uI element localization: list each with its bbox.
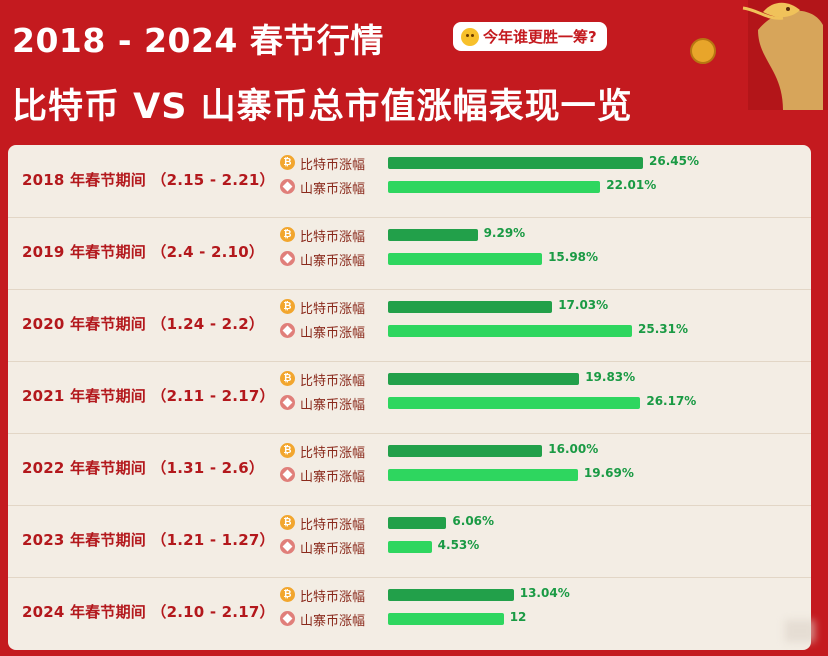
bar [388,469,578,481]
data-label: 19.69% [583,466,634,480]
bitcoin-icon: ₿ [280,299,295,314]
data-label: 6.06% [452,514,495,528]
bar [388,181,601,193]
chart-row: 2019 年春节期间 （2.4 - 2.10） ₿ 比特币涨幅 9.29% 山寨币涨幅 1… [8,217,811,290]
question-badge: 今年谁更胜一筹? [453,22,607,51]
series-row: ₿ 比特币涨幅 17.03% [278,297,798,317]
series-name: 比特币涨幅 [300,374,366,389]
chart-card: 2018 年春节期间 （2.15 - 2.21） ₿ 比特币涨幅 26.45% 山寨币涨… [8,145,811,650]
altcoin-icon [280,395,295,410]
series-row: 山寨币涨幅 19.69% [278,465,798,485]
category-label: 2020 年春节期间 （1.24 - 2.2） [22,315,265,333]
altcoin-icon [280,539,295,554]
series-row: 山寨币涨幅 26.17% [278,393,798,413]
series-row: 山寨币涨幅 12 [278,609,798,629]
bar [388,397,641,409]
altcoin-icon [280,179,295,194]
series-name: 山寨币涨幅 [300,326,366,341]
data-label: 9.29% [483,226,526,240]
bitcoin-icon: ₿ [280,515,295,530]
bar [388,253,543,265]
data-label: 16.00% [548,442,599,456]
altcoin-icon [280,611,295,626]
snake-decoration-icon [742,0,828,110]
chart-row: 2020 年春节期间 （1.24 - 2.2） ₿ 比特币涨幅 17.03% 山寨币涨幅… [8,289,811,362]
bar [388,589,514,601]
thinking-face-icon [461,27,479,46]
series-name: 比特币涨幅 [300,158,366,173]
header: 2018 - 2024 春节行情 今年谁更胜一筹? 比特币 VS 山寨币总市值涨… [0,0,828,145]
series-row: ₿ 比特币涨幅 13.04% [278,585,798,605]
bar [388,325,633,337]
bar [388,445,543,457]
bitcoin-icon: ₿ [280,371,295,386]
bar [388,541,432,553]
series-name: 山寨币涨幅 [300,182,366,197]
bar [388,229,478,241]
category-label: 2023 年春节期间 （1.21 - 1.27） [22,531,275,549]
data-label: 26.17% [646,394,697,408]
series-row: ₿ 比特币涨幅 9.29% [278,225,798,245]
data-label: 22.01% [606,178,657,192]
series-name: 山寨币涨幅 [300,254,366,269]
series-row: ₿ 比特币涨幅 26.45% [278,153,798,173]
chart-row: 2022 年春节期间 （1.31 - 2.6） ₿ 比特币涨幅 16.00% 山寨币涨幅… [8,433,811,506]
bitcoin-icon: ₿ [280,155,295,170]
category-label: 2021 年春节期间 （2.11 - 2.17） [22,387,275,405]
bar [388,517,447,529]
data-label: 15.98% [548,250,599,264]
chart-row: 2023 年春节期间 （1.21 - 1.27） ₿ 比特币涨幅 6.06% 山寨币涨幅… [8,505,811,578]
series-name: 山寨币涨幅 [300,614,366,629]
obscured-area [785,620,815,642]
category-label: 2024 年春节期间 （2.10 - 2.17） [22,603,275,621]
category-label: 2018 年春节期间 （2.15 - 2.21） [22,171,275,189]
bitcoin-icon: ₿ [280,443,295,458]
series-row: 山寨币涨幅 25.31% [278,321,798,341]
category-label: 2022 年春节期间 （1.31 - 2.6） [22,459,265,477]
series-name: 比特币涨幅 [300,302,366,317]
bar [388,301,553,313]
series-name: 比特币涨幅 [300,446,366,461]
series-row: ₿ 比特币涨幅 6.06% [278,513,798,533]
data-label: 25.31% [638,322,689,336]
altcoin-icon [280,323,295,338]
series-row: ₿ 比特币涨幅 19.83% [278,369,798,389]
bitcoin-icon: ₿ [280,587,295,602]
series-name: 山寨币涨幅 [300,470,366,485]
altcoin-icon [280,251,295,266]
coin-decoration-icon [690,38,716,64]
data-label: 4.53% [437,538,480,552]
series-name: 山寨币涨幅 [300,542,366,557]
category-label: 2019 年春节期间 （2.4 - 2.10） [22,243,265,261]
series-name: 比特币涨幅 [300,590,366,605]
series-row: 山寨币涨幅 4.53% [278,537,798,557]
page-subtitle: 比特币 VS 山寨币总市值涨幅表现一览 [12,87,633,127]
series-name: 山寨币涨幅 [300,398,366,413]
chart-row: 2021 年春节期间 （2.11 - 2.17） ₿ 比特币涨幅 19.83% 山寨币涨… [8,361,811,434]
series-name: 比特币涨幅 [300,518,366,533]
series-row: ₿ 比特币涨幅 16.00% [278,441,798,461]
series-row: 山寨币涨幅 15.98% [278,249,798,269]
bitcoin-icon: ₿ [280,227,295,242]
altcoin-icon [280,467,295,482]
data-label: 17.03% [558,298,609,312]
data-label: 26.45% [649,154,700,168]
question-badge-text: 今年谁更胜一筹? [483,28,597,46]
bar [388,373,580,385]
series-row: 山寨币涨幅 22.01% [278,177,798,197]
data-label: 13.04% [519,586,570,600]
data-label: 12 [509,610,527,624]
chart-row: 2018 年春节期间 （2.15 - 2.21） ₿ 比特币涨幅 26.45% 山寨币涨… [8,145,811,218]
page-title: 2018 - 2024 春节行情 [12,21,384,60]
chart-row: 2024 年春节期间 （2.10 - 2.17） ₿ 比特币涨幅 13.04% 山寨币涨… [8,577,811,650]
data-label: 19.83% [585,370,636,384]
bar [388,613,504,625]
bar [388,157,644,169]
series-name: 比特币涨幅 [300,230,366,245]
